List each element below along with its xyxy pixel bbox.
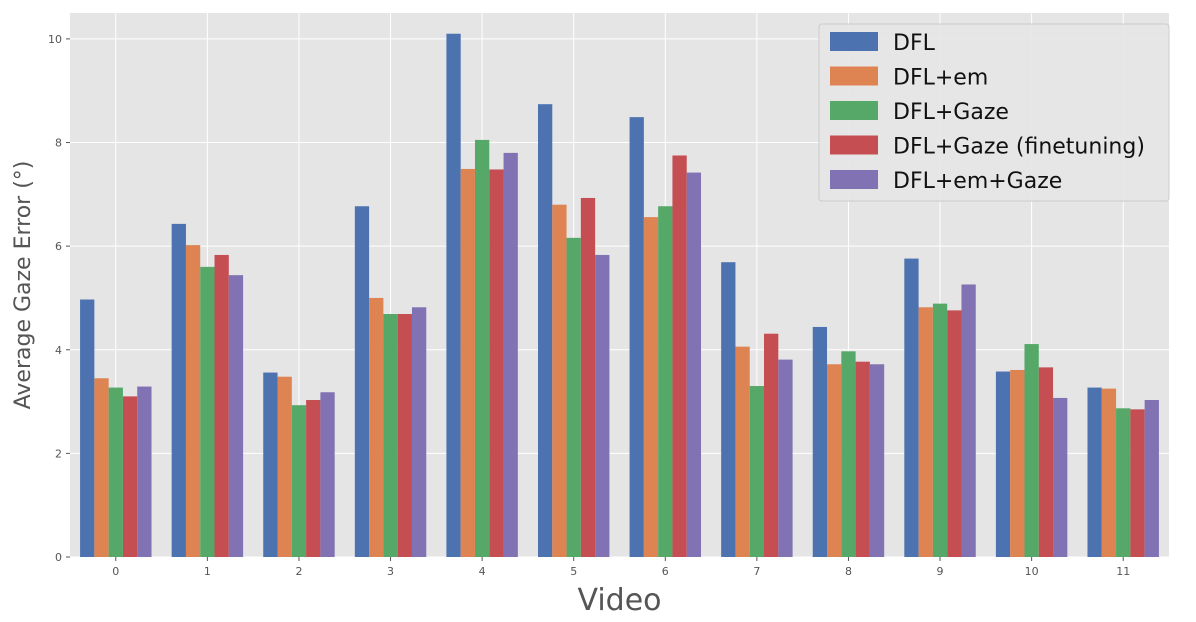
bar-dfl-gaze-video-1 [200, 266, 215, 557]
legend-swatch [830, 170, 878, 189]
legend-label: DFL+Gaze [893, 100, 1009, 125]
bar-dfl-em-video-9 [918, 307, 933, 557]
bars [80, 33, 1159, 558]
legend-swatch [830, 135, 878, 155]
x-tick-label: 1 [204, 565, 211, 578]
bar-dfl-video-6 [629, 117, 644, 557]
bar-dfl-gaze-finetuning-video-2 [306, 400, 321, 557]
legend-label: DFL+em+Gaze [893, 169, 1062, 194]
bar-dfl-video-9 [904, 258, 919, 557]
bar-dfl-em-video-7 [735, 346, 750, 557]
bar-dfl-gaze-video-11 [1116, 408, 1131, 557]
bar-dfl-em-gaze-video-10 [1053, 397, 1068, 557]
bar-dfl-video-7 [721, 262, 736, 557]
bar-dfl-video-10 [995, 371, 1011, 557]
y-tick-label: 10 [48, 33, 62, 46]
x-axis-title: Video [577, 583, 661, 618]
x-tick-label: 9 [937, 565, 944, 578]
bar-dfl-gaze-video-10 [1024, 344, 1039, 557]
bar-dfl-em-video-2 [277, 376, 292, 557]
bar-dfl-gaze-finetuning-video-9 [947, 310, 962, 557]
bar-dfl-em-gaze-video-3 [411, 307, 427, 557]
y-tick-label: 0 [55, 551, 62, 564]
bar-dfl-em-video-6 [643, 217, 659, 557]
bar-dfl-em-gaze-video-8 [869, 364, 885, 557]
bar-dfl-em-video-4 [460, 168, 475, 558]
bar-dfl-gaze-finetuning-video-1 [214, 254, 229, 557]
legend-swatch [830, 101, 878, 120]
legend-swatch [830, 32, 878, 51]
legend-label: DFL+em [893, 66, 988, 91]
bar-dfl-gaze-video-6 [658, 206, 673, 558]
y-axis-ticks: 0 2 4 6 8 10 [48, 33, 70, 564]
bar-dfl-gaze-video-9 [932, 303, 948, 557]
legend-box [818, 23, 1170, 202]
y-tick-label: 4 [55, 344, 62, 357]
x-tick-label: 7 [753, 565, 760, 578]
bar-dfl-em-gaze-video-7 [778, 359, 793, 557]
bar-dfl-gaze-video-8 [841, 351, 856, 557]
x-tick-label: 8 [845, 565, 852, 578]
bar-dfl-em-video-5 [552, 204, 567, 557]
bar-dfl-video-11 [1087, 387, 1102, 557]
bar-dfl-em-video-1 [185, 245, 201, 557]
bar-dfl-em-video-10 [1010, 369, 1025, 557]
y-axis-title: Average Gaze Error (°) [11, 161, 36, 410]
bar-dfl-em-gaze-video-4 [503, 152, 518, 557]
x-tick-label: 3 [387, 565, 394, 578]
y-tick-label: 8 [55, 137, 62, 150]
bar-dfl-video-8 [812, 326, 828, 557]
bar-dfl-gaze-finetuning-video-4 [489, 169, 504, 557]
bar-dfl-em-gaze-video-2 [320, 392, 335, 557]
bar-dfl-gaze-finetuning-video-8 [855, 361, 870, 557]
y-tick-label: 6 [55, 240, 62, 253]
x-tick-label: 2 [295, 565, 302, 578]
y-tick-label: 2 [55, 447, 62, 460]
legend: DFL DFL+em DFL+Gaze DFL+Gaze (finetuning) DF… [818, 23, 1170, 202]
bar-dfl-gaze-finetuning-video-11 [1130, 409, 1145, 557]
bar-dfl-gaze-video-2 [291, 405, 307, 557]
bar-dfl-video-1 [171, 223, 186, 558]
bar-dfl-em-gaze-video-0 [137, 386, 152, 557]
x-tick-label: 10 [1025, 565, 1039, 578]
bar-dfl-gaze-video-0 [108, 387, 123, 557]
bar-dfl-gaze-video-7 [749, 386, 765, 557]
legend-swatch [830, 66, 878, 86]
bar-dfl-em-video-3 [369, 297, 384, 557]
bar-dfl-em-gaze-video-6 [686, 172, 702, 557]
bar-dfl-gaze-finetuning-video-6 [672, 155, 687, 557]
x-axis-ticks: 0 1 2 3 4 5 6 7 8 9 10 11 [112, 557, 1130, 578]
bar-dfl-gaze-finetuning-video-5 [580, 197, 596, 557]
x-tick-label: 11 [1116, 565, 1130, 578]
bar-dfl-gaze-finetuning-video-0 [122, 396, 138, 557]
x-tick-label: 0 [112, 565, 119, 578]
bar-dfl-gaze-finetuning-video-10 [1038, 367, 1054, 557]
bar-dfl-video-2 [263, 372, 278, 557]
bar-dfl-em-gaze-video-9 [961, 284, 976, 557]
bar-dfl-em-gaze-video-11 [1144, 400, 1159, 557]
legend-label: DFL [893, 31, 936, 56]
legend-label: DFL+Gaze (finetuning) [893, 135, 1145, 160]
bar-dfl-gaze-video-5 [566, 237, 581, 557]
bar-dfl-gaze-video-4 [474, 139, 490, 557]
bar-dfl-video-0 [80, 299, 95, 557]
bar-dfl-video-3 [354, 206, 370, 558]
bar-dfl-em-gaze-video-5 [595, 254, 610, 557]
bar-dfl-em-video-8 [827, 364, 842, 557]
x-tick-label: 4 [479, 565, 486, 578]
bar-dfl-em-video-11 [1101, 388, 1117, 557]
x-tick-label: 5 [570, 565, 577, 578]
bar-dfl-em-gaze-video-1 [228, 275, 244, 557]
bar-dfl-gaze-video-3 [383, 314, 398, 557]
bar-dfl-video-4 [446, 33, 461, 557]
bar-dfl-gaze-finetuning-video-3 [397, 314, 412, 557]
bar-dfl-video-5 [537, 104, 553, 558]
x-tick-label: 6 [662, 565, 669, 578]
bar-dfl-em-video-0 [94, 378, 109, 557]
bar-dfl-gaze-finetuning-video-7 [764, 333, 779, 557]
